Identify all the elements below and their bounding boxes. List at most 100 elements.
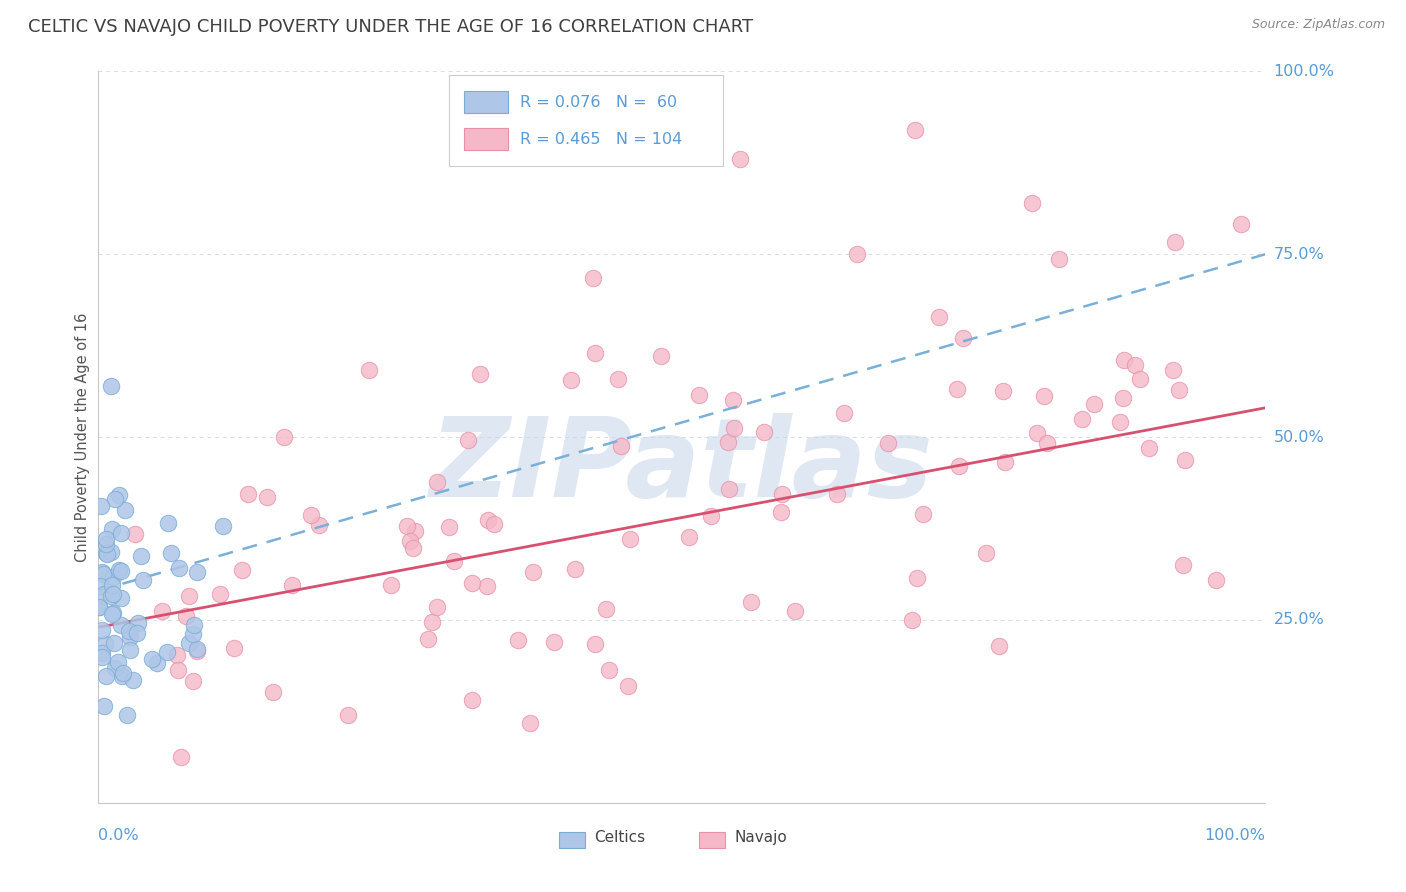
Point <box>700 509 723 524</box>
Point <box>461 576 484 591</box>
Point <box>583 346 606 360</box>
Point <box>124 527 146 541</box>
Point <box>104 491 127 506</box>
Point <box>96 548 118 562</box>
Point <box>617 680 640 694</box>
Point <box>231 563 253 577</box>
Point <box>181 673 204 688</box>
Point <box>89 599 111 614</box>
Point <box>101 587 124 601</box>
Point <box>948 458 970 473</box>
Point <box>107 563 129 577</box>
Point <box>457 434 479 448</box>
Point <box>183 618 205 632</box>
Point <box>564 562 586 576</box>
Point <box>399 533 422 548</box>
Point <box>404 524 426 538</box>
Point <box>129 549 152 563</box>
Point <box>118 624 141 638</box>
Point <box>359 363 381 377</box>
Point <box>91 567 114 582</box>
Point <box>877 436 900 450</box>
Point <box>905 571 928 585</box>
Point <box>96 537 118 551</box>
FancyBboxPatch shape <box>449 75 723 167</box>
Point <box>901 613 924 627</box>
Point <box>723 421 745 435</box>
Point <box>928 310 950 325</box>
Point <box>770 505 793 519</box>
Point <box>416 632 439 646</box>
Point <box>439 519 461 533</box>
Point <box>1036 435 1059 450</box>
Point <box>177 636 200 650</box>
Point <box>443 554 465 568</box>
Point <box>1021 196 1043 211</box>
Point <box>308 518 330 533</box>
Point <box>90 565 112 579</box>
Point <box>107 656 129 670</box>
Point <box>156 645 179 659</box>
Point <box>543 635 565 649</box>
Point <box>740 595 762 609</box>
Point <box>607 372 630 386</box>
Point <box>426 475 449 490</box>
Point <box>783 604 806 618</box>
Point <box>150 604 173 618</box>
Point <box>112 666 135 681</box>
Point <box>273 430 295 444</box>
Point <box>946 382 969 396</box>
Point <box>186 644 208 658</box>
Point <box>114 503 136 517</box>
Point <box>141 652 163 666</box>
Point <box>482 516 505 531</box>
Point <box>90 646 112 660</box>
Point <box>1161 363 1184 377</box>
Point <box>993 455 1015 469</box>
Point <box>1083 396 1105 410</box>
Point <box>118 642 141 657</box>
Point <box>846 247 869 261</box>
Point <box>904 123 927 137</box>
Point <box>224 641 246 656</box>
Point <box>832 406 855 420</box>
Point <box>1205 573 1227 587</box>
Point <box>212 519 235 533</box>
Point <box>101 570 124 584</box>
Point <box>89 578 111 592</box>
Point <box>100 379 122 393</box>
Point <box>1114 353 1136 368</box>
Point <box>103 636 125 650</box>
Text: R = 0.076   N =  60: R = 0.076 N = 60 <box>520 95 676 110</box>
Point <box>717 435 740 450</box>
Point <box>468 367 491 381</box>
Point <box>91 649 114 664</box>
Point <box>111 669 134 683</box>
Text: 100.0%: 100.0% <box>1205 828 1265 843</box>
Point <box>146 657 169 671</box>
Point <box>167 561 190 575</box>
Text: ZIPatlas: ZIPatlas <box>430 413 934 520</box>
Point <box>1123 358 1146 372</box>
Point <box>619 532 641 546</box>
Point <box>110 591 132 605</box>
Point <box>117 708 139 723</box>
Point <box>506 633 529 648</box>
Point <box>166 663 188 677</box>
Text: Celtics: Celtics <box>595 830 645 846</box>
Point <box>475 579 498 593</box>
Point <box>380 578 402 592</box>
Point <box>1112 392 1135 406</box>
Text: 50.0%: 50.0% <box>1274 430 1324 444</box>
Point <box>186 566 208 580</box>
Point <box>721 393 744 408</box>
Point <box>125 625 148 640</box>
Point <box>337 708 360 723</box>
Point <box>166 648 188 662</box>
Point <box>104 661 127 675</box>
Point <box>170 749 193 764</box>
Point <box>1137 441 1160 455</box>
Point <box>426 599 449 614</box>
Point <box>90 499 112 513</box>
Point <box>582 271 605 285</box>
